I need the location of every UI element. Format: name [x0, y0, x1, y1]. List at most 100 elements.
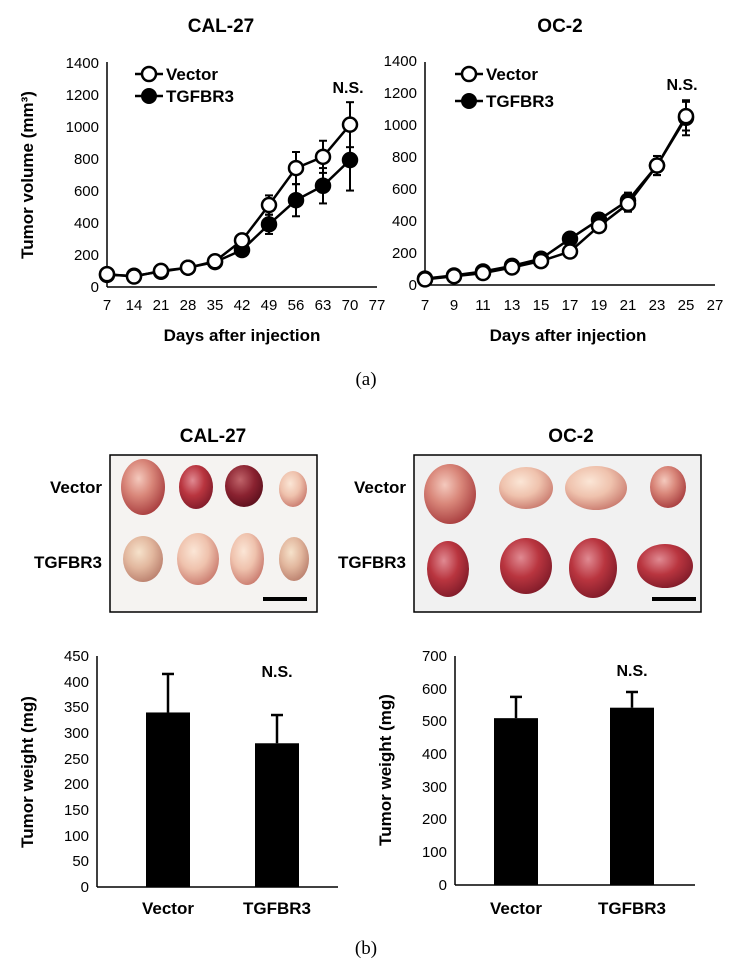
legend-marker-tgfbr3: [461, 93, 477, 109]
tumor-specimen: [637, 544, 693, 588]
y-tick-label: 50: [72, 853, 89, 870]
significance-label: N.S.: [616, 663, 647, 680]
panel-a-caption: (a): [355, 369, 376, 390]
y-tick-label: 400: [392, 213, 417, 230]
line-chart-marks: [416, 99, 695, 288]
y-axis-label: Tumor volume (mm³): [18, 91, 37, 259]
series-line-tgfbr3: [106, 159, 351, 278]
y-tick-label: 400: [422, 746, 447, 763]
tumor-specimen: [650, 466, 686, 508]
x-tick-label: 21: [153, 297, 170, 314]
y-tick-label: 400: [64, 674, 89, 691]
data-point-vector: [474, 264, 492, 282]
tumor-specimen: [123, 536, 163, 582]
y-tick-label: 800: [74, 151, 99, 168]
x-tick-label: 7: [103, 297, 111, 314]
y-ticks: 0 50 100 150 200 250 300 350 400 450: [64, 648, 89, 896]
data-point-tgfbr3: [260, 216, 278, 233]
tumor-specimen: [499, 467, 553, 509]
tumor-photo-oc2: OC-2 Vector TGFBR3: [338, 426, 702, 613]
series-line-tgfbr3: [424, 117, 688, 280]
legend-label-tgfbr3: TGFBR3: [486, 92, 554, 111]
x-tick-label: Vector: [490, 899, 542, 918]
y-axis-label: Tumor weight (mg): [376, 694, 395, 846]
data-point-vector: [648, 157, 666, 174]
data-point-vector: [503, 259, 521, 276]
x-tick-label: 56: [288, 297, 305, 314]
bar-vector: [494, 718, 538, 885]
x-tick-label: 23: [649, 297, 666, 314]
x-tick-label: TGFBR3: [243, 899, 311, 918]
y-ticks: 0 100 200 300 400 500 600 700: [422, 648, 447, 894]
tumor-specimen: [500, 538, 552, 594]
y-tick-label: 1400: [384, 53, 417, 70]
legend-label-vector: Vector: [486, 65, 538, 84]
data-point-vector: [98, 265, 116, 283]
x-tick-label: 49: [261, 297, 278, 314]
x-tick-label: 11: [475, 297, 491, 314]
bar-tgfbr3: [610, 707, 654, 885]
series-line-vector: [424, 115, 688, 281]
legend: Vector TGFBR3: [135, 65, 234, 106]
y-tick-label: 0: [409, 277, 417, 294]
y-tick-label: 500: [422, 713, 447, 730]
photo-title: OC-2: [548, 426, 593, 447]
legend-label-tgfbr3: TGFBR3: [166, 87, 234, 106]
photo-row-label: TGFBR3: [338, 553, 406, 572]
x-tick-label: 21: [620, 297, 637, 314]
y-tick-label: 450: [64, 648, 89, 665]
y-tick-label: 700: [422, 648, 447, 665]
legend-marker-vector: [460, 65, 478, 83]
y-tick-label: 100: [64, 828, 89, 845]
y-tick-label: 200: [422, 811, 447, 828]
tumor-specimen: [225, 465, 263, 507]
x-tick-label: 9: [450, 297, 458, 314]
data-point-vector: [233, 232, 251, 249]
tumor-specimen: [179, 465, 213, 509]
data-point-vector: [341, 116, 359, 133]
tumor-specimen: [279, 471, 307, 507]
tumor-specimen: [424, 464, 476, 524]
y-ticks: 0 200 400 600 800 1000 1200 1400: [66, 55, 99, 296]
y-tick-label: 300: [422, 779, 447, 796]
bar-chart-cal27: 0 50 100 150 200 250 300 350 400 450 Vec…: [18, 648, 338, 918]
y-tick-label: 200: [74, 247, 99, 264]
line-chart-marks: [98, 101, 359, 285]
data-point-vector: [314, 148, 332, 166]
x-tick-label: 77: [369, 297, 386, 314]
x-tick-label: TGFBR3: [598, 899, 666, 918]
photo-row-label: Vector: [354, 478, 406, 497]
x-tick-label: 42: [234, 297, 251, 314]
data-point-tgfbr3: [287, 191, 305, 209]
x-tick-label: 63: [315, 297, 332, 314]
chart-title: CAL-27: [188, 16, 255, 37]
legend-label-vector: Vector: [166, 65, 218, 84]
photo-row-label: TGFBR3: [34, 553, 102, 572]
y-tick-label: 0: [81, 879, 89, 896]
y-tick-label: 200: [392, 245, 417, 262]
y-tick-label: 600: [392, 181, 417, 198]
y-tick-label: 600: [422, 681, 447, 698]
bar-chart-marks: [494, 690, 654, 885]
x-tick-label: 15: [533, 297, 550, 314]
legend: Vector TGFBR3: [455, 65, 554, 111]
y-tick-label: 1400: [66, 55, 99, 72]
bar-chart-marks: [146, 672, 299, 887]
tumor-specimen: [279, 537, 309, 581]
bar-tgfbr3: [255, 743, 299, 887]
x-tick-label: 14: [126, 297, 143, 314]
y-tick-label: 100: [422, 844, 447, 861]
y-tick-label: 150: [64, 802, 89, 819]
tumor-specimen: [230, 533, 264, 585]
y-tick-label: 800: [392, 149, 417, 166]
y-axis-label: Tumor weight (mg): [18, 696, 37, 848]
data-point-vector: [445, 267, 463, 285]
legend-marker-vector: [140, 65, 158, 83]
y-tick-label: 350: [64, 699, 89, 716]
tumor-specimen: [177, 533, 219, 585]
data-point-vector: [287, 159, 305, 177]
y-tick-label: 1000: [384, 117, 417, 134]
y-tick-label: 250: [64, 751, 89, 768]
data-point-vector: [416, 271, 434, 288]
